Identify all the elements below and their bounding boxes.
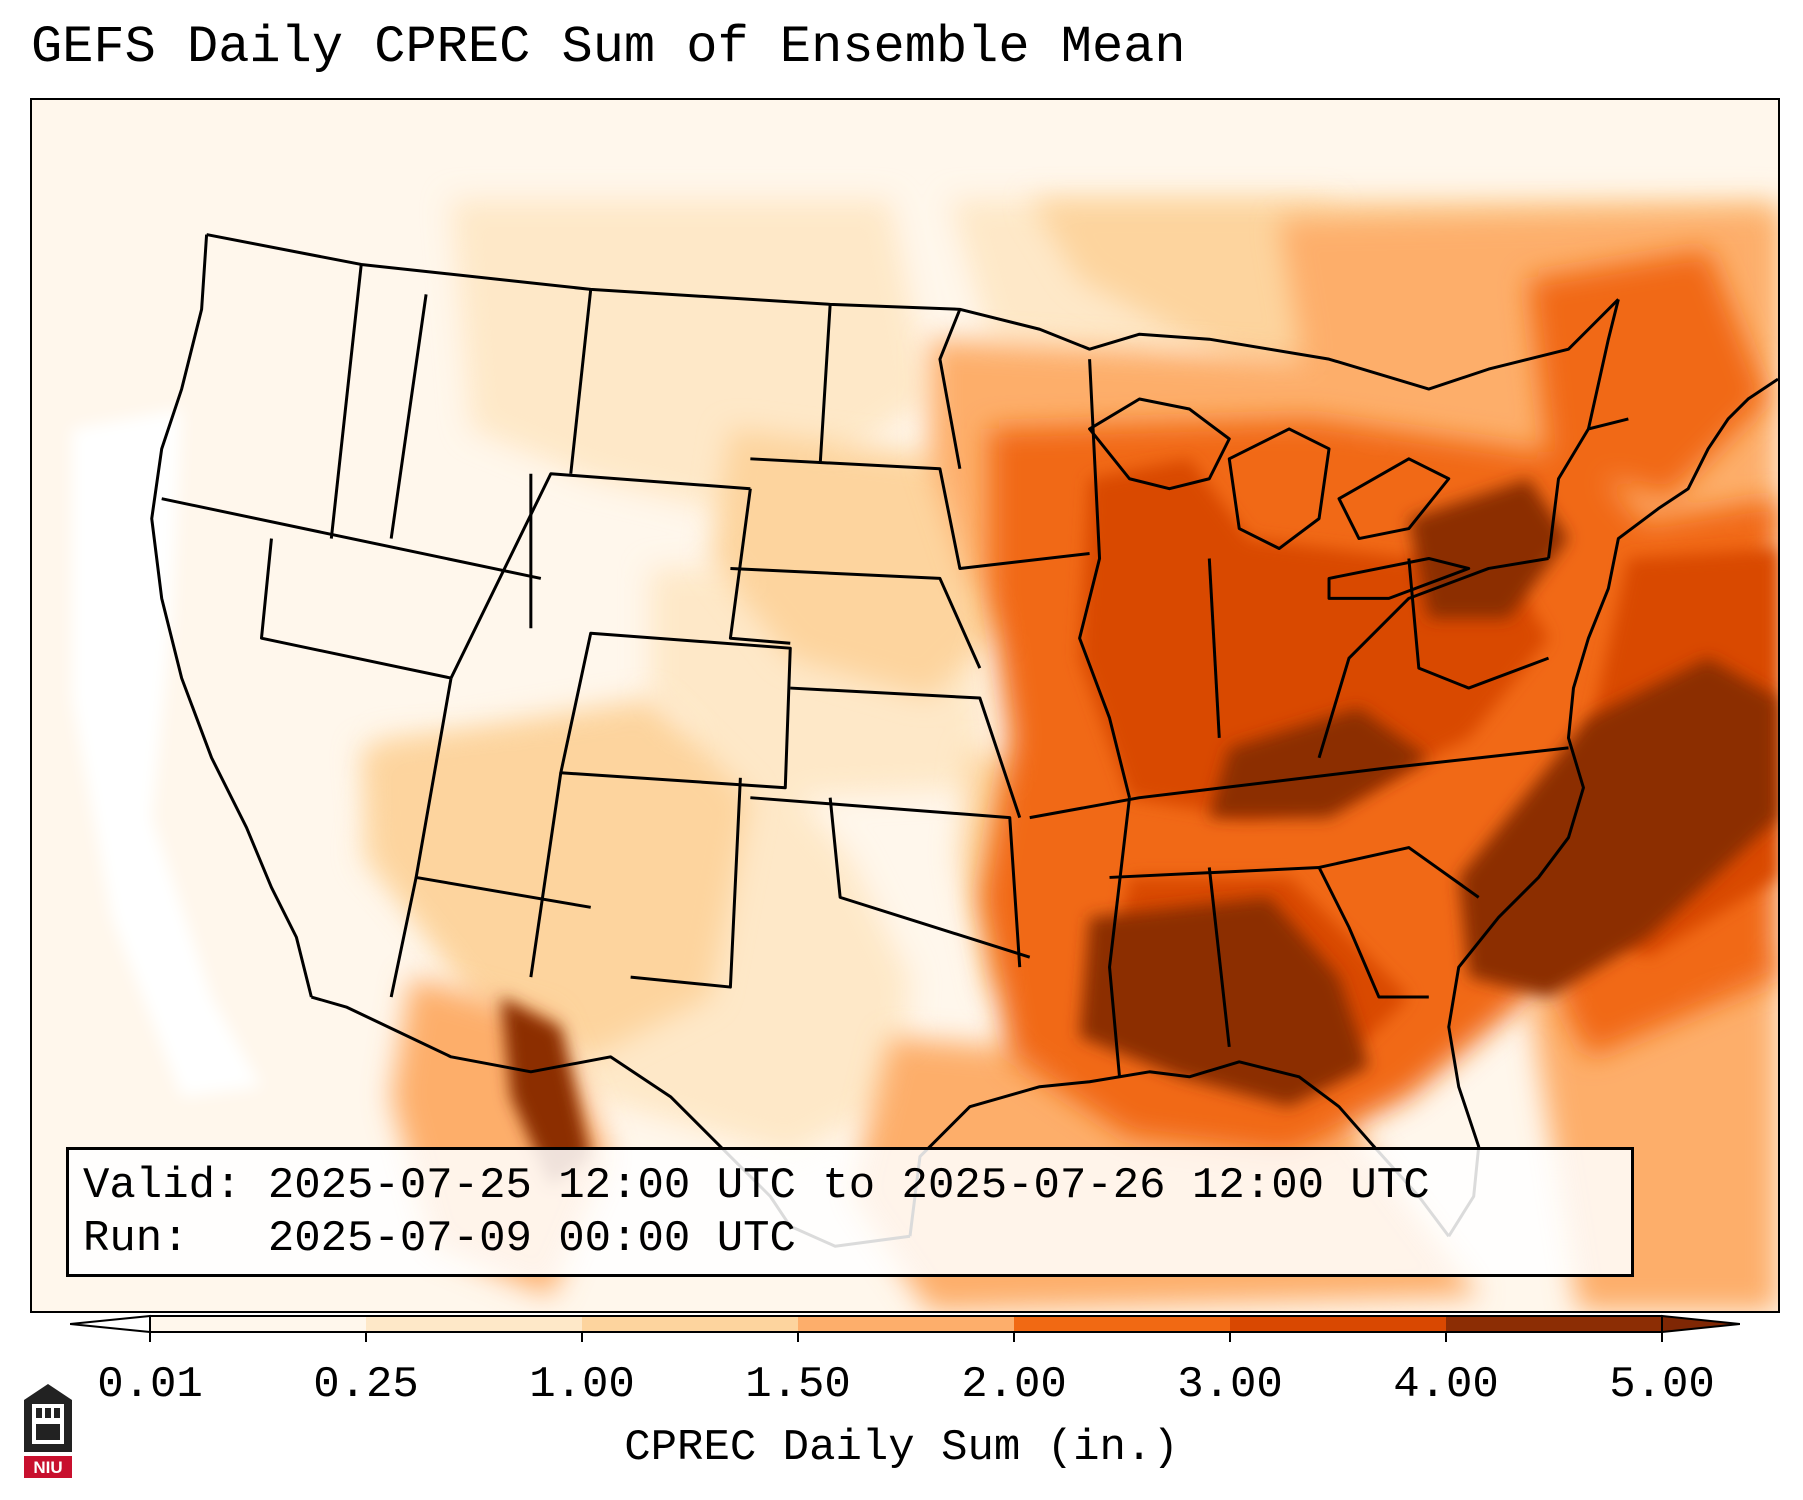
niu-logo-band xyxy=(24,1456,72,1478)
colorbar-over-triangle xyxy=(1661,1314,1740,1334)
colorbar-segment xyxy=(798,1316,1015,1332)
colorbar-segment xyxy=(1014,1316,1231,1332)
colorbar-segment xyxy=(1230,1316,1447,1332)
valid-run-info-box: Valid: 2025-07-25 12:00 UTC to 2025-07-2… xyxy=(66,1147,1634,1277)
colorbar-segment xyxy=(582,1316,799,1332)
run-time-text: Run: 2025-07-09 00:00 UTC xyxy=(83,1214,796,1264)
valid-time-text: Valid: 2025-07-25 12:00 UTC to 2025-07-2… xyxy=(83,1161,1430,1211)
colorbar-segment xyxy=(150,1316,367,1332)
colorbar xyxy=(70,1314,1740,1342)
colorbar-label: CPREC Daily Sum (in.) xyxy=(624,1423,1179,1473)
colorbar-outline xyxy=(149,1315,1663,1333)
colorbar-segment xyxy=(1446,1316,1663,1332)
colorbar-under-triangle xyxy=(70,1314,151,1334)
colorbar-tick-label: 1.50 xyxy=(745,1360,851,1410)
colorbar-tick-label: 4.00 xyxy=(1393,1360,1499,1410)
niu-logo-text: NIU xyxy=(33,1458,62,1477)
colorbar-tick-label: 0.25 xyxy=(313,1360,419,1410)
colorbar-tick-label: 5.00 xyxy=(1609,1360,1715,1410)
colorbar-segment xyxy=(366,1316,583,1332)
colorbar-tick-label: 0.01 xyxy=(97,1360,203,1410)
niu-logo: NIU xyxy=(24,1384,72,1478)
colorbar-tick-label: 2.00 xyxy=(961,1360,1067,1410)
map-plot-area xyxy=(30,98,1780,1313)
map-title: GEFS Daily CPREC Sum of Ensemble Mean xyxy=(31,18,1186,77)
colorbar-tick-label: 3.00 xyxy=(1177,1360,1283,1410)
precipitation-map xyxy=(32,100,1778,1311)
colorbar-tick-label: 1.00 xyxy=(529,1360,635,1410)
